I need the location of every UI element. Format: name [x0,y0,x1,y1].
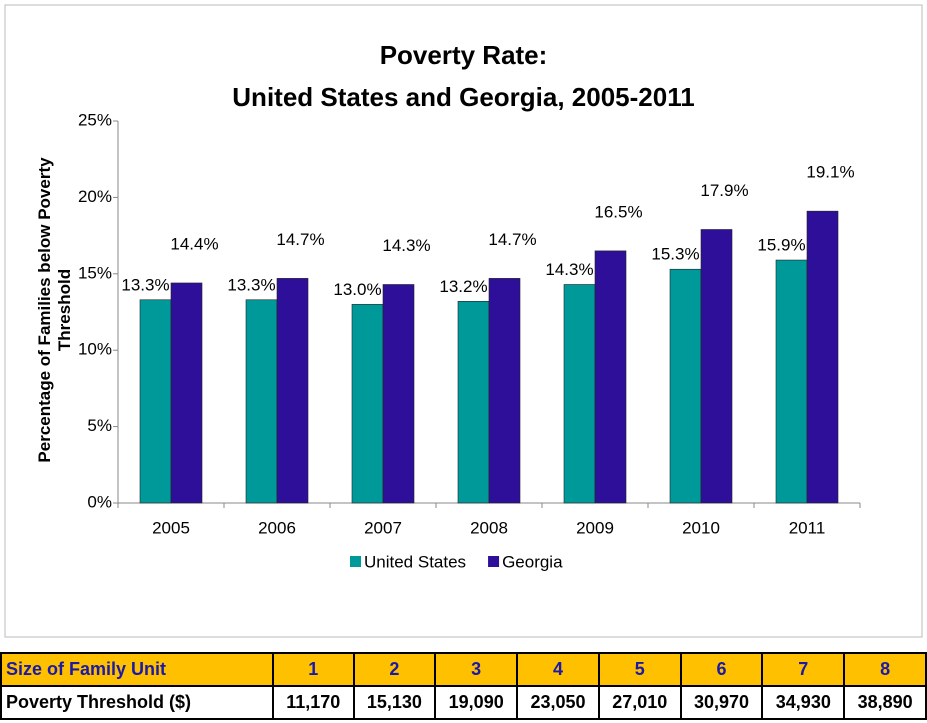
y-tick-label: 25% [78,110,112,129]
data-label: 14.4% [170,234,218,253]
bar [700,229,733,504]
threshold-table: Size of Family Unit 1 2 3 4 5 6 7 8 Poverty Thres… [0,652,927,720]
table-body: Size of Family Unit 1 2 3 4 5 6 7 8 Poverty Thres… [0,652,927,720]
table-cell: 4 [516,652,600,687]
bar [594,250,627,504]
bar [775,259,808,504]
table-cell: 1 [272,652,355,687]
y-tick-label: 15% [78,263,112,282]
table-cell: 8 [843,652,927,687]
table-cell: 30,970 [679,685,764,720]
table-cell: 19,090 [434,685,519,720]
table-cell: 11,170 [272,685,355,720]
legend-label: United States [364,552,466,571]
bar [669,268,702,504]
y-tick-label: 10% [78,340,112,359]
data-label: 13.3% [227,275,275,294]
data-label: 17.9% [700,181,748,200]
data-label: 14.3% [545,260,593,279]
table-cell: Poverty Threshold ($) [0,685,274,720]
table-cell: 34,930 [761,685,846,720]
legend-swatch [350,556,361,567]
data-label: 15.9% [757,236,805,255]
x-tick-label: 2006 [258,518,296,537]
x-tick-label: 2007 [364,518,402,537]
data-label: 14.7% [488,230,536,249]
data-label: 16.5% [594,202,642,221]
bar [488,278,521,504]
data-label: 19.1% [806,163,854,182]
bar [382,284,415,504]
table-cell: 23,050 [516,685,600,720]
x-tick-label: 2008 [470,518,508,537]
x-tick-label: 2011 [789,518,826,537]
data-label: 14.3% [382,236,430,255]
table-cell: 27,010 [597,685,682,720]
table-cell: 5 [597,652,682,687]
bar [806,210,839,504]
table-cell: 2 [352,652,437,687]
y-axis-label: Percentage of Families below Poverty Thr… [35,157,74,463]
x-tick-label: 2010 [682,518,720,537]
data-label: 14.7% [276,230,324,249]
data-label: 13.0% [333,280,381,299]
chart-frame [4,4,923,638]
table-cell: 6 [679,652,764,687]
table-cell: Size of Family Unit [0,652,274,687]
bar [563,284,596,504]
legend-label: Georgia [502,552,563,571]
chart: 0% 5% 10% 15% 20% 25% 2005 13.3% 14.4% 2006 13.3% 1… [4,4,923,638]
table-row: Size of Family Unit 1 2 3 4 5 6 7 8 [0,652,927,687]
data-label: 13.2% [439,277,487,296]
data-label: 13.3% [121,275,169,294]
y-tick-label: 20% [78,187,112,206]
table-cell: 3 [434,652,519,687]
data-label: 15.3% [651,245,699,264]
y-tick-label: 0% [87,492,112,511]
legend-swatch [488,556,500,567]
bar [139,299,172,504]
table-row: Poverty Threshold ($) 11,170 15,130 19,090 2… [0,685,927,720]
table-cell: 15,130 [352,685,437,720]
bar [457,301,490,504]
table-cell: 7 [761,652,846,687]
bar [245,299,278,504]
bar [170,282,203,504]
x-tick-label: 2005 [152,518,190,537]
table-cell: 38,890 [843,685,927,720]
chart-title: Poverty Rate: United States and Georgia,… [232,40,695,112]
x-tick-label: 2009 [576,518,614,537]
y-tick-label: 5% [87,416,112,435]
bar [351,304,384,504]
bar [276,278,309,504]
